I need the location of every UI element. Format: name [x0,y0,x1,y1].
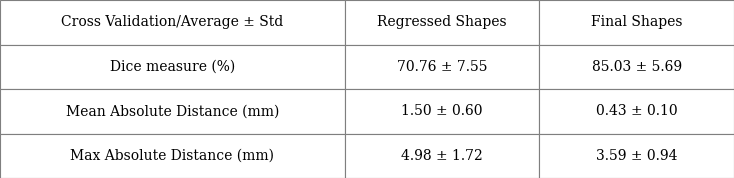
Text: Max Absolute Distance (mm): Max Absolute Distance (mm) [70,149,275,163]
Text: Mean Absolute Distance (mm): Mean Absolute Distance (mm) [66,104,279,118]
Bar [539,134,734,178]
Bar [0,89,345,134]
Text: Cross Validation/Average ± Std: Cross Validation/Average ± Std [62,15,283,29]
Bar [0,44,345,89]
Bar [345,44,539,89]
Bar [0,134,345,178]
Bar [539,89,734,134]
Bar [345,0,539,44]
Text: 70.76 ± 7.55: 70.76 ± 7.55 [397,60,487,74]
Text: Regressed Shapes: Regressed Shapes [377,15,507,29]
Text: 85.03 ± 5.69: 85.03 ± 5.69 [592,60,682,74]
Bar [345,134,539,178]
Text: 4.98 ± 1.72: 4.98 ± 1.72 [401,149,483,163]
Text: 3.59 ± 0.94: 3.59 ± 0.94 [596,149,677,163]
Bar [0,0,345,44]
Bar [539,0,734,44]
Text: Final Shapes: Final Shapes [591,15,683,29]
Bar [539,44,734,89]
Text: Dice measure (%): Dice measure (%) [110,60,235,74]
Text: 0.43 ± 0.10: 0.43 ± 0.10 [596,104,677,118]
Bar [345,89,539,134]
Text: 1.50 ± 0.60: 1.50 ± 0.60 [401,104,483,118]
